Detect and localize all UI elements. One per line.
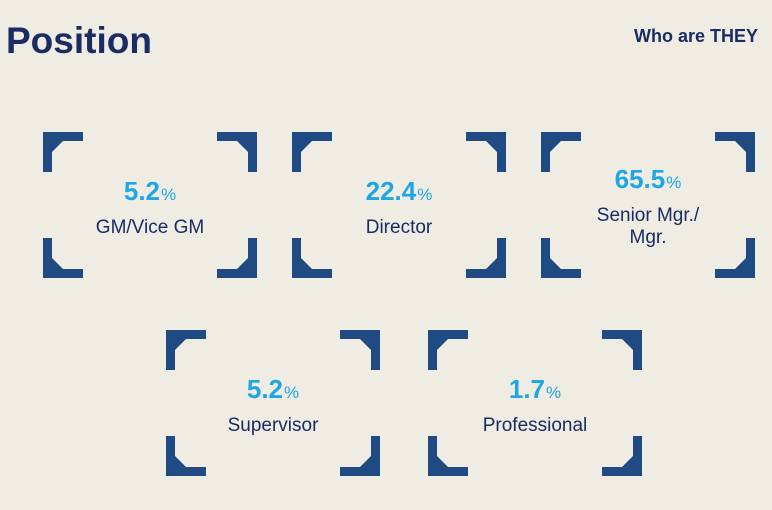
frame-corner-top-right-shape [466, 132, 506, 172]
frame-corner-bottom-right-shape [602, 436, 642, 476]
stat-label: Professional [482, 415, 588, 436]
frame-corner-bottom-right [217, 238, 257, 278]
frame-corner-top-left [43, 132, 83, 172]
frame-corner-bottom-right-shape [340, 436, 380, 476]
stat-number: 5.2 [123, 176, 161, 206]
stat-label: GM/Vice GM [95, 217, 205, 238]
frame-corner-top-right-shape [217, 132, 257, 172]
frame-corner-top-left [428, 330, 468, 370]
stat-card: 22.4% Director [292, 132, 506, 278]
stat-card: 1.7% Professional [428, 330, 642, 476]
stat-value: 22.4% [292, 178, 506, 204]
stat-number: 5.2 [246, 374, 284, 404]
stat-unit: % [284, 383, 300, 402]
stat-card: 5.2% Supervisor [166, 330, 380, 476]
stat-value: 5.2% [166, 376, 380, 402]
section-subtitle: Who are THEY [633, 26, 758, 46]
stat-value: 1.7% [428, 376, 642, 402]
frame-corner-bottom-right [466, 238, 506, 278]
frame-corner-bottom-right-shape [217, 238, 257, 278]
frame-corner-bottom-right-shape [715, 238, 755, 278]
frame-corner-bottom-left-shape [166, 436, 206, 476]
frame-corner-bottom-left-shape [43, 238, 83, 278]
page-title: Position [6, 20, 152, 61]
frame-corner-top-right-shape [602, 330, 642, 370]
stat-value: 65.5% [541, 166, 755, 192]
frame-corner-top-left-shape [43, 132, 83, 172]
frame-corner-top-right [602, 330, 642, 370]
stat-label: Director [365, 217, 433, 238]
frame-corner-bottom-right [715, 238, 755, 278]
stat-card: 65.5% Senior Mgr./ Mgr. [541, 132, 755, 278]
stat-number: 1.7 [508, 374, 546, 404]
frame-corner-top-left-shape [541, 132, 581, 172]
stat-card: 5.2% GM/Vice GM [43, 132, 257, 278]
frame-corner-top-left-shape [292, 132, 332, 172]
frame-corner-top-right [217, 132, 257, 172]
frame-corner-top-left [166, 330, 206, 370]
stat-unit: % [417, 185, 433, 204]
frame-corner-bottom-right-shape [466, 238, 506, 278]
frame-corner-bottom-left [541, 238, 581, 278]
frame-corner-bottom-left-shape [292, 238, 332, 278]
stat-label: Senior Mgr./ Mgr. [596, 205, 700, 248]
stat-unit: % [546, 383, 562, 402]
stat-label: Supervisor [227, 415, 319, 436]
frame-corner-top-right-shape [340, 330, 380, 370]
frame-corner-bottom-left [43, 238, 83, 278]
frame-corner-bottom-left [428, 436, 468, 476]
frame-corner-top-left [541, 132, 581, 172]
frame-corner-top-right [715, 132, 755, 172]
frame-corner-top-left [292, 132, 332, 172]
stat-value: 5.2% [43, 178, 257, 204]
frame-corner-bottom-left-shape [541, 238, 581, 278]
frame-corner-top-right-shape [715, 132, 755, 172]
frame-corner-bottom-right [602, 436, 642, 476]
frame-corner-bottom-right [340, 436, 380, 476]
frame-corner-bottom-left [292, 238, 332, 278]
frame-corner-bottom-left-shape [428, 436, 468, 476]
frame-corner-bottom-left [166, 436, 206, 476]
stat-unit: % [666, 173, 682, 192]
stat-number: 22.4 [365, 176, 417, 206]
stat-unit: % [161, 185, 177, 204]
frame-corner-top-right [466, 132, 506, 172]
stat-number: 65.5 [614, 164, 666, 194]
frame-corner-top-right [340, 330, 380, 370]
frame-corner-top-left-shape [166, 330, 206, 370]
frame-corner-top-left-shape [428, 330, 468, 370]
